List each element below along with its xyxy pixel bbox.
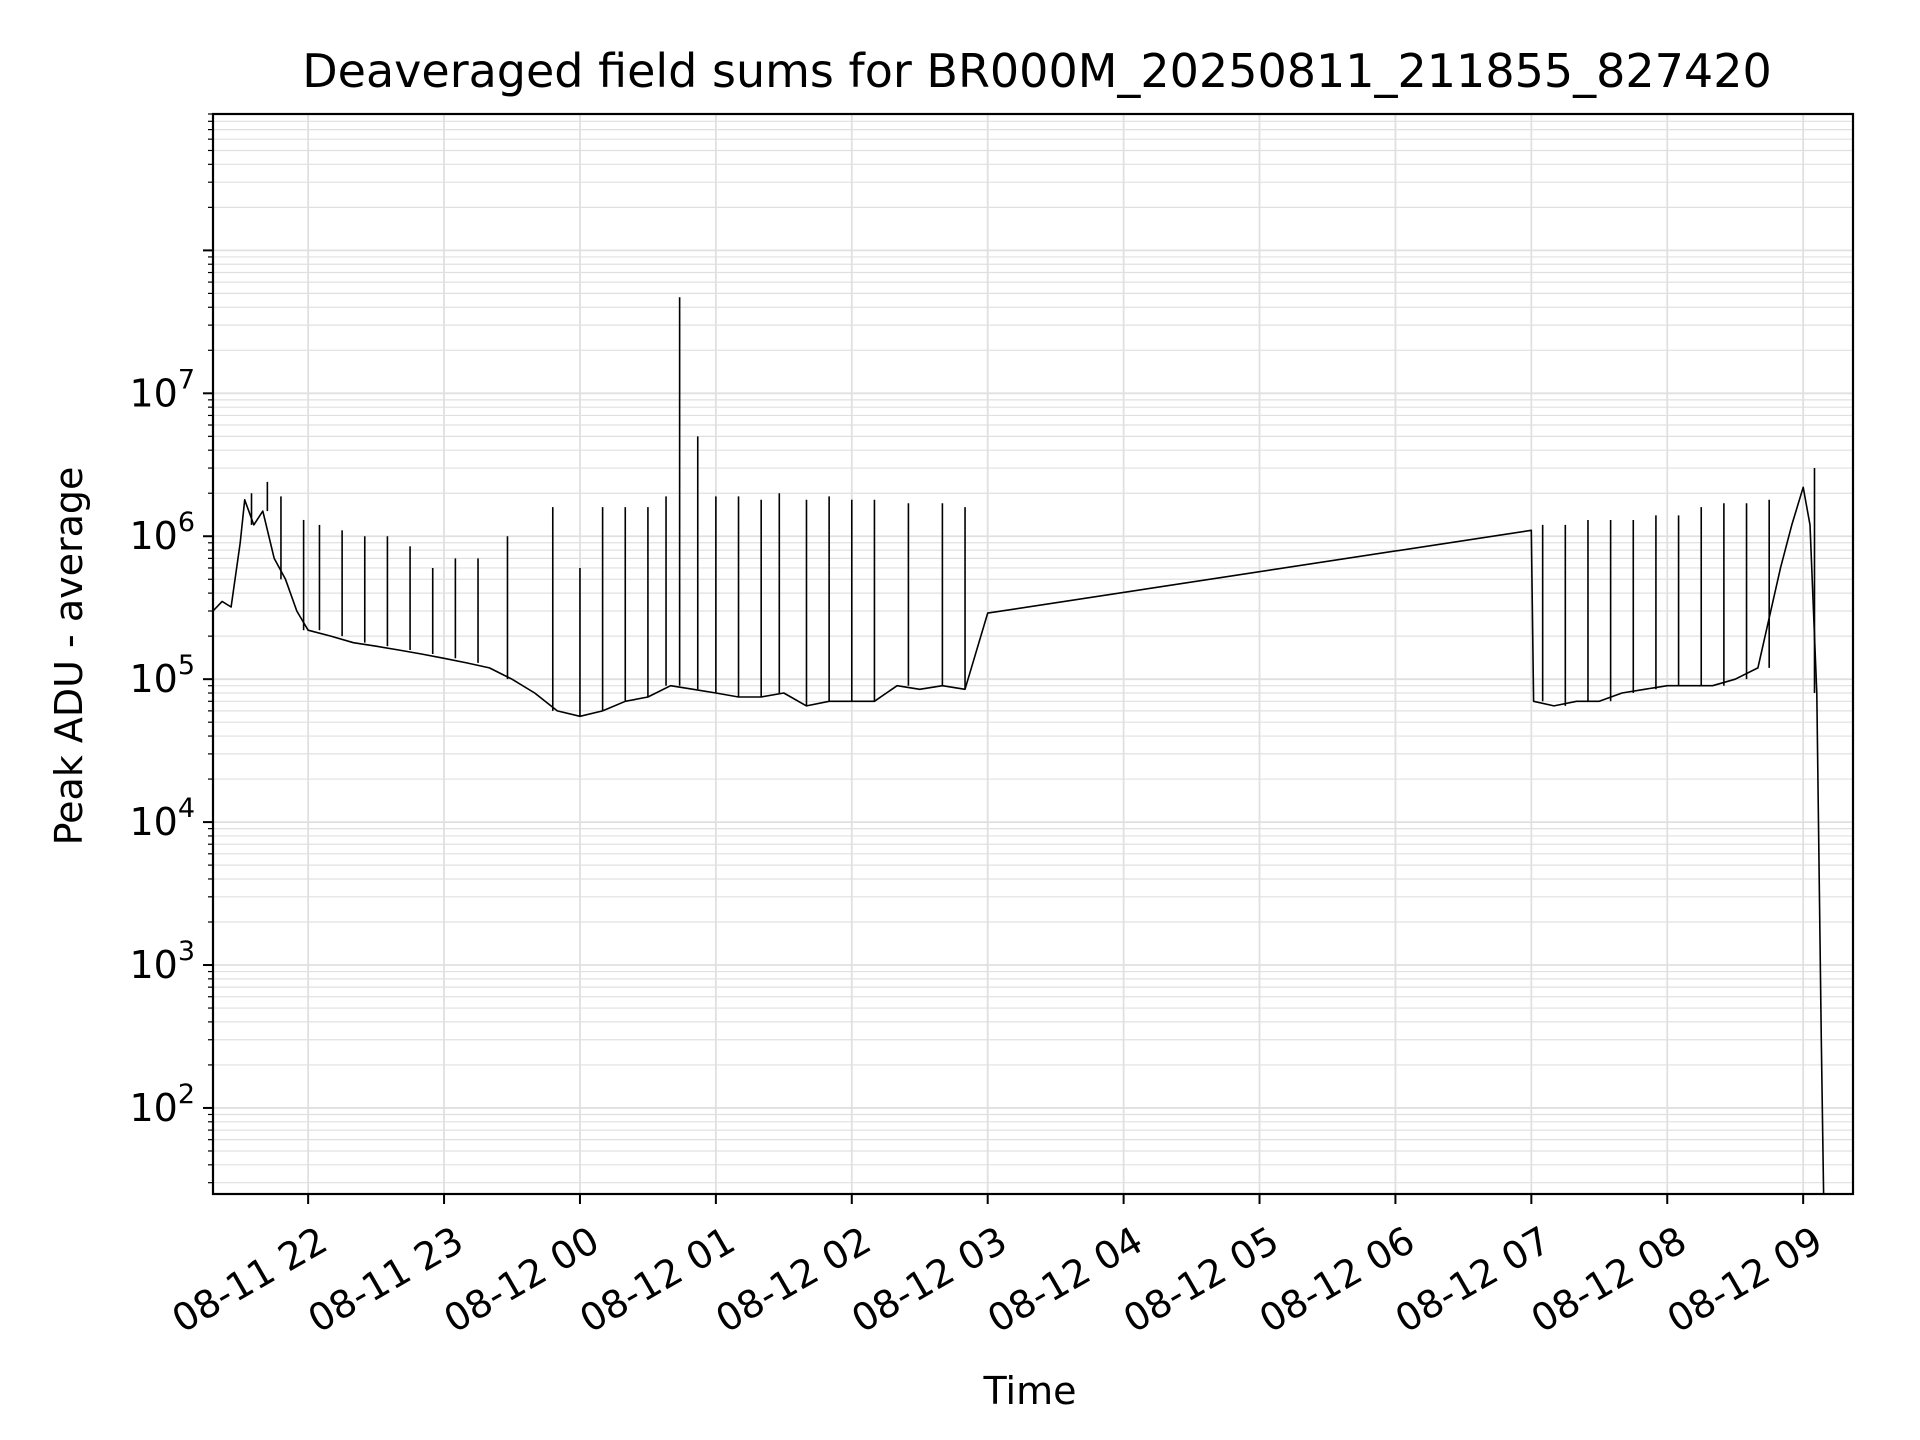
- y-tick-label: 102: [129, 1079, 195, 1130]
- y-axis-label: Peak ADU - average: [47, 467, 91, 846]
- plot-frame: [211, 112, 1855, 1196]
- series-layer: [212, 297, 1825, 1195]
- y-tick-label: 106: [129, 507, 195, 558]
- y-tick-label: 104: [129, 793, 195, 844]
- y-tick-label: 103: [129, 936, 195, 987]
- series-line: [212, 486, 1825, 1195]
- y-tick-label: 107: [129, 364, 195, 415]
- x-axis-label: Time: [983, 1369, 1077, 1413]
- y-tick-label: 105: [129, 650, 195, 701]
- chart-title: Deaveraged field sums for BR000M_2025081…: [302, 44, 1771, 98]
